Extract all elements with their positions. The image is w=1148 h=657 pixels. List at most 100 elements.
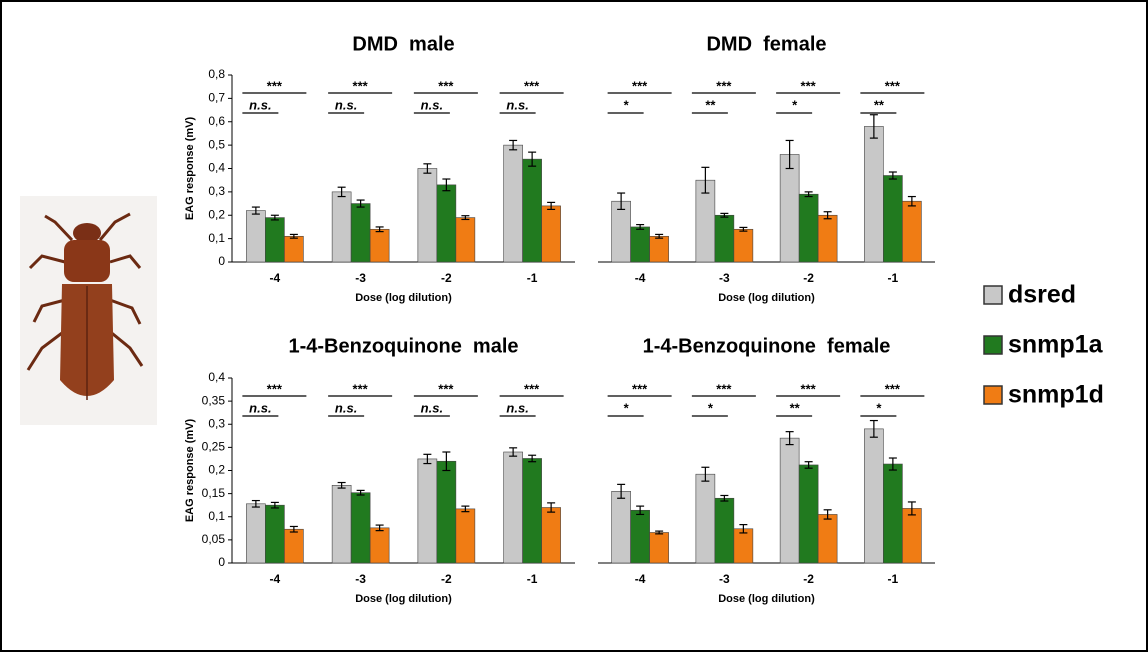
beetle-image xyxy=(20,196,157,425)
x-axis-label: Dose (log dilution) xyxy=(718,593,815,605)
bar xyxy=(780,438,799,563)
significance-label: *** xyxy=(801,78,817,93)
bar xyxy=(351,493,370,563)
y-tick-label: 0,5 xyxy=(208,137,225,151)
y-tick-label: 0,35 xyxy=(202,393,226,407)
significance-label: ** xyxy=(873,97,884,112)
bar xyxy=(542,508,561,564)
y-tick-label: 0,4 xyxy=(208,370,225,384)
bar xyxy=(523,458,542,563)
x-tick-label: -3 xyxy=(355,572,366,586)
bar xyxy=(284,529,303,563)
legend-label: dsred xyxy=(1008,281,1076,309)
bar xyxy=(631,227,650,262)
bar xyxy=(612,201,631,262)
y-tick-label: 0,05 xyxy=(202,532,226,546)
legend-label: snmp1a xyxy=(1008,331,1104,359)
bar xyxy=(883,176,902,262)
bar xyxy=(902,508,921,563)
bar xyxy=(456,509,475,563)
significance-label: *** xyxy=(885,381,901,396)
x-tick-label: -1 xyxy=(527,572,538,586)
y-tick-label: 0,2 xyxy=(208,207,225,221)
bar xyxy=(504,452,523,563)
legend-label: snmp1d xyxy=(1008,381,1104,409)
significance-label: n.s. xyxy=(335,97,357,112)
bar xyxy=(456,218,475,262)
y-tick-label: 0,25 xyxy=(202,440,226,454)
significance-label: *** xyxy=(716,381,732,396)
bar xyxy=(332,192,351,262)
bar xyxy=(504,145,523,262)
significance-label: *** xyxy=(801,381,817,396)
x-tick-label: -2 xyxy=(803,271,814,285)
bar xyxy=(799,194,818,262)
x-tick-label: -3 xyxy=(719,271,730,285)
figure: DMD male00,10,20,30,40,50,60,70,8EAG res… xyxy=(0,0,1148,652)
bar xyxy=(612,491,631,563)
frame xyxy=(1,1,1147,651)
bar xyxy=(284,236,303,262)
significance-label: n.s. xyxy=(249,400,271,415)
significance-label: n.s. xyxy=(421,97,443,112)
significance-label: *** xyxy=(885,78,901,93)
significance-label: *** xyxy=(632,381,648,396)
bar xyxy=(650,532,669,563)
y-tick-label: 0 xyxy=(218,555,225,569)
x-tick-label: -3 xyxy=(719,572,730,586)
bar xyxy=(780,154,799,262)
significance-label: *** xyxy=(632,78,648,93)
y-axis-label: EAG response (mV) xyxy=(184,419,196,523)
y-tick-label: 0,3 xyxy=(208,184,225,198)
y-tick-label: 0,7 xyxy=(208,91,225,105)
bar xyxy=(370,229,389,262)
bar xyxy=(418,169,437,263)
x-tick-label: -4 xyxy=(635,572,646,586)
chart-title: 1-4-Benzoquinone male xyxy=(288,335,518,357)
x-tick-label: -2 xyxy=(441,572,452,586)
bar xyxy=(799,465,818,563)
significance-label: *** xyxy=(353,381,369,396)
bar xyxy=(246,211,265,262)
significance-label: ** xyxy=(705,97,716,112)
y-tick-label: 0,6 xyxy=(208,114,225,128)
significance-label: *** xyxy=(524,78,540,93)
significance-label: n.s. xyxy=(335,400,357,415)
x-tick-label: -2 xyxy=(803,572,814,586)
bar xyxy=(864,429,883,563)
bar xyxy=(265,505,284,563)
significance-label: ** xyxy=(789,400,800,415)
significance-label: *** xyxy=(438,78,454,93)
bar xyxy=(650,236,669,262)
x-tick-label: -2 xyxy=(441,271,452,285)
bar xyxy=(818,514,837,563)
x-tick-label: -4 xyxy=(270,271,281,285)
chart-title: DMD female xyxy=(706,33,826,55)
x-tick-label: -1 xyxy=(527,271,538,285)
bar xyxy=(265,218,284,262)
bar xyxy=(696,474,715,563)
bar xyxy=(370,528,389,563)
bar xyxy=(902,201,921,262)
significance-label: *** xyxy=(716,78,732,93)
x-axis-label: Dose (log dilution) xyxy=(355,292,452,304)
significance-label: *** xyxy=(267,381,283,396)
legend-swatch xyxy=(984,286,1002,304)
significance-label: n.s. xyxy=(506,400,528,415)
significance-label: *** xyxy=(524,381,540,396)
bar xyxy=(818,215,837,262)
bar xyxy=(734,229,753,262)
y-tick-label: 0 xyxy=(218,254,225,268)
significance-label: n.s. xyxy=(506,97,528,112)
y-tick-label: 0,1 xyxy=(208,231,225,245)
significance-label: *** xyxy=(353,78,369,93)
significance-label: n.s. xyxy=(421,400,443,415)
y-tick-label: 0,2 xyxy=(208,463,225,477)
y-tick-label: 0,3 xyxy=(208,416,225,430)
x-tick-label: -4 xyxy=(635,271,646,285)
bar xyxy=(542,206,561,262)
bar xyxy=(715,215,734,262)
bar xyxy=(437,461,456,563)
bar xyxy=(437,185,456,262)
x-tick-label: -1 xyxy=(888,271,899,285)
